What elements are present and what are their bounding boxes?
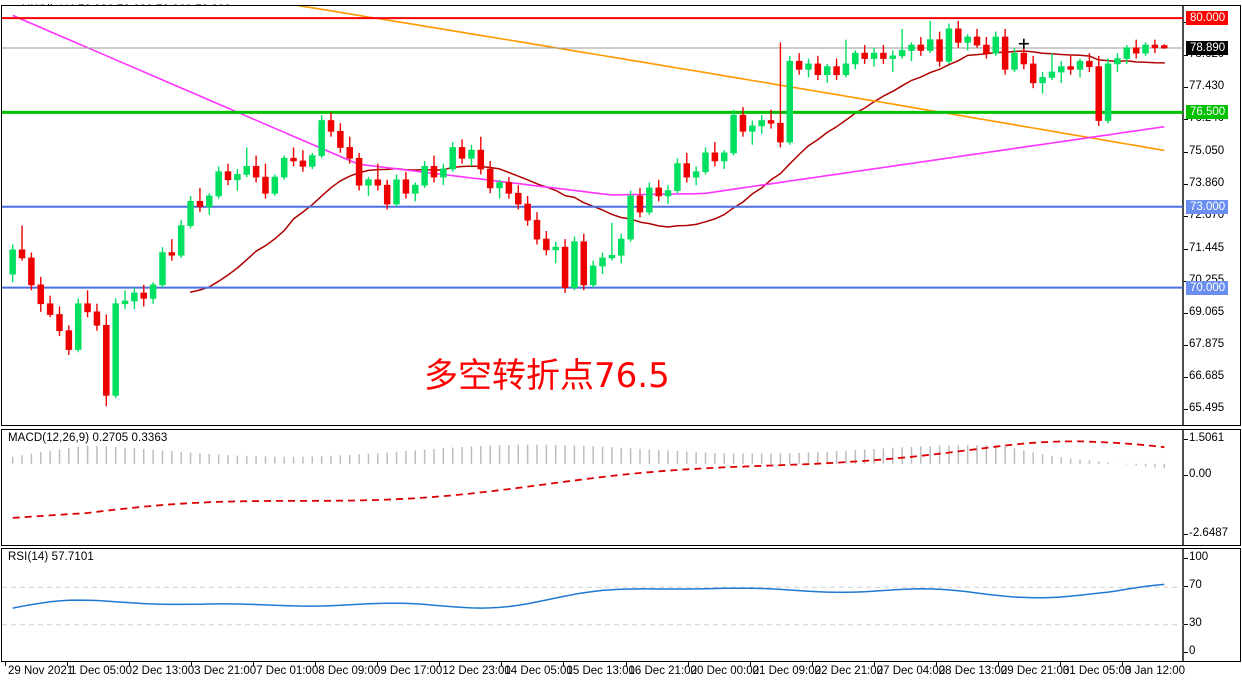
price-tick-label: 69.065 [1189, 305, 1225, 318]
time-tick-label: 27 Dec 04:00 [876, 665, 946, 677]
time-tick-label: 15 Dec 13:00 [566, 665, 635, 677]
time-tick-label: 14 Dec 05:00 [504, 665, 573, 677]
rsi-label: RSI(14) 57.7101 [8, 551, 94, 563]
price-tick-mark [1184, 119, 1188, 121]
price-tick-mark [1184, 215, 1188, 217]
rsi-panel[interactable] [1, 548, 1241, 662]
rsi-tick-label: 30 [1189, 616, 1202, 629]
time-tick-label: 29 Dec 21:00 [1000, 665, 1070, 677]
time-tick-mark [253, 662, 255, 666]
time-tick-label: 16 Dec 21:00 [628, 665, 697, 677]
macd-plot-area[interactable] [2, 430, 1240, 545]
price-tick-label: 75.050 [1189, 144, 1225, 157]
price-tick-label: 73.860 [1189, 176, 1225, 189]
current-price-badge[interactable]: 78.890 [1186, 41, 1229, 56]
time-tick-mark [997, 662, 999, 666]
level-765-badge[interactable]: 76.500 [1186, 105, 1229, 120]
rsi-plot-area[interactable] [2, 549, 1240, 661]
time-tick-label: 9 Dec 17:00 [380, 665, 443, 677]
price-tick-mark [1184, 344, 1188, 346]
macd-label: MACD(12,26,9) 0.2705 0.3363 [8, 432, 168, 444]
price-tick-mark [1184, 312, 1188, 314]
time-tick-mark [67, 662, 69, 666]
price-tick-mark [1184, 183, 1188, 185]
rsi-tick-mark [1184, 623, 1188, 625]
price-tick-mark [1184, 248, 1188, 250]
time-tick-label: 2 Dec 13:00 [132, 665, 195, 677]
macd-tick-label: 1.5061 [1189, 432, 1225, 444]
time-axis[interactable]: 29 Nov 2021 1 Dec 05:00 2 Dec 13:00 3 Dec 2… [1, 662, 1241, 686]
time-tick-label: 3 Dec 21:00 [194, 665, 257, 677]
time-tick-mark [1059, 662, 1061, 666]
level-70-badge[interactable]: 70.000 [1186, 280, 1229, 295]
time-tick-label: 7 Dec 01:00 [256, 665, 319, 677]
price-plot-area[interactable] [2, 6, 1240, 425]
price-tick-label: 67.875 [1189, 337, 1225, 350]
price-tick-mark [1184, 376, 1188, 378]
time-tick-mark [129, 662, 131, 666]
time-tick-mark [439, 662, 441, 666]
time-tick-label: 28 Dec 13:00 [938, 665, 1008, 677]
macd-svg [11, 430, 1184, 545]
macd-tick-mark [1184, 439, 1188, 440]
macd-tick-label: 0.00 [1189, 467, 1212, 480]
rsi-tick-label: 100 [1189, 551, 1209, 563]
time-tick-mark [811, 662, 813, 666]
price-tick-mark [1184, 151, 1188, 153]
time-tick-mark [749, 662, 751, 666]
time-tick-mark [501, 662, 503, 666]
time-tick-label: 8 Dec 09:00 [318, 665, 381, 677]
rsi-svg [2, 549, 1184, 661]
price-tick-mark [1184, 408, 1188, 410]
time-tick-mark [191, 662, 193, 666]
time-tick-mark [377, 662, 379, 666]
time-tick-label: 22 Dec 21:00 [814, 665, 884, 677]
price-tick-label: 77.430 [1189, 80, 1225, 93]
macd-tick-mark [1184, 534, 1188, 535]
macd-panel[interactable] [1, 429, 1241, 546]
price-tick-label: 65.495 [1189, 401, 1225, 414]
price-tick-mark [1184, 87, 1188, 89]
price-tick-label: 71.445 [1189, 241, 1225, 254]
rsi-tick-label: 0 [1189, 645, 1196, 657]
rsi-tick-mark [1184, 586, 1188, 588]
level-80-badge[interactable]: 80.000 [1186, 11, 1229, 26]
price-chart-panel[interactable] [1, 5, 1241, 426]
time-tick-mark [315, 662, 317, 666]
time-tick-mark [873, 662, 875, 666]
price-svg [2, 6, 1184, 425]
time-tick-label: 1 Dec 05:00 [70, 665, 133, 677]
price-tick-label: 66.685 [1189, 369, 1225, 382]
time-tick-label: 20 Dec 00:00 [690, 665, 759, 677]
time-tick-mark [5, 662, 6, 666]
time-tick-mark [563, 662, 565, 666]
time-tick-mark [935, 662, 937, 666]
time-tick-label: 31 Dec 05:00 [1062, 665, 1132, 677]
rsi-tick-mark [1184, 652, 1188, 653]
time-tick-label: 3 Jan 12:00 [1124, 665, 1186, 677]
time-tick-mark [625, 662, 627, 666]
level-73-badge[interactable]: 73.000 [1186, 199, 1229, 214]
time-tick-label: 12 Dec 23:00 [442, 665, 511, 677]
macd-tick-label: -2.6487 [1189, 527, 1229, 539]
time-tick-label: 29 Nov 2021 [8, 665, 74, 677]
chart-annotation-text: 多空转折点76.5 [424, 356, 670, 396]
macd-tick-mark [1184, 474, 1188, 476]
rsi-tick-mark [1184, 558, 1188, 559]
time-tick-label: 21 Dec 09:00 [752, 665, 822, 677]
rsi-tick-label: 70 [1189, 579, 1202, 592]
price-tick-mark [1184, 55, 1188, 57]
time-tick-mark [1121, 662, 1123, 666]
time-tick-mark [687, 662, 689, 666]
